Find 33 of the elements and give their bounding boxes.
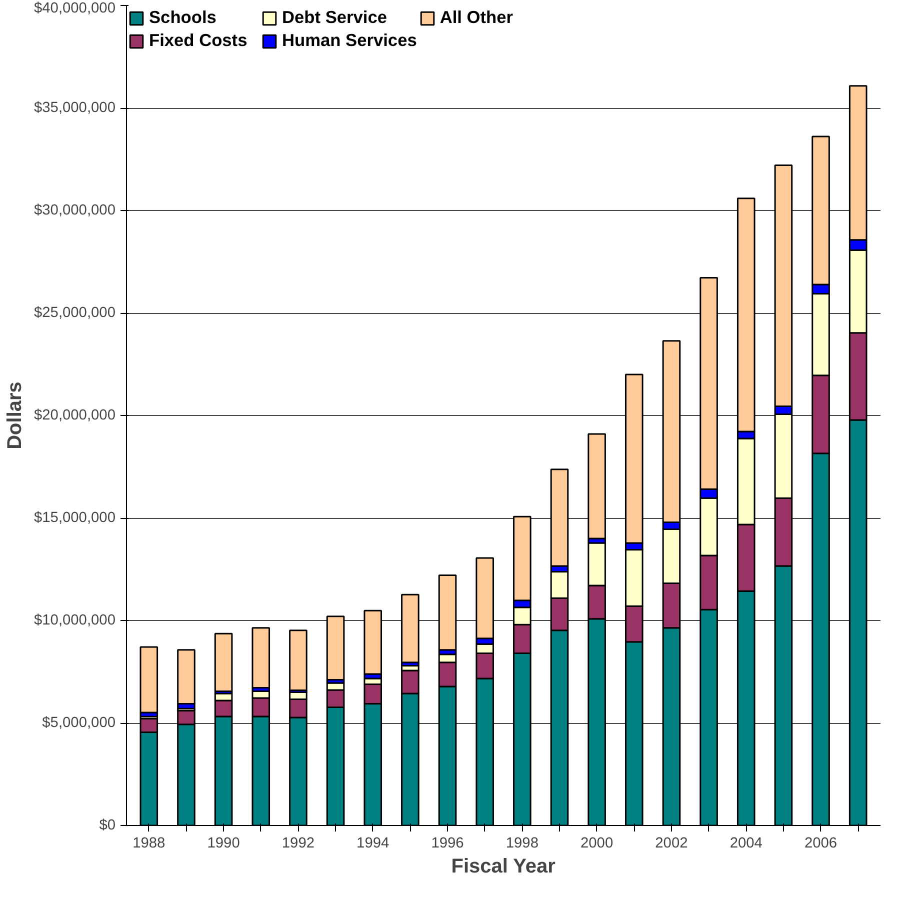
y-tick-label: $15,000,000: [34, 510, 116, 526]
x-tick-label: 2004: [730, 836, 762, 852]
bar: [214, 632, 233, 692]
bar: [401, 594, 420, 664]
bar: [326, 616, 345, 680]
x-axis-title: Fiscal Year: [451, 856, 556, 878]
x-tick-label: 1992: [282, 836, 315, 852]
legend-label: Schools: [149, 7, 218, 28]
legend-label: Fixed Costs: [149, 30, 248, 51]
y-tick-label: $20,000,000: [34, 408, 116, 424]
y-tick-label: $0: [99, 818, 116, 834]
bar: [289, 630, 308, 691]
legend-label: All Other: [440, 7, 514, 28]
bar: [252, 627, 270, 688]
y-tick-label: $40,000,000: [34, 0, 116, 16]
y-tick-label: $5,000,000: [42, 715, 116, 731]
x-tick-label: 2002: [655, 836, 688, 852]
bar: [438, 574, 457, 651]
bar: [140, 646, 158, 714]
x-tick-label: 2006: [804, 836, 838, 852]
legend-label: Human Services: [282, 30, 417, 51]
x-tick-label: 1998: [506, 836, 538, 852]
x-tick-label: 1988: [132, 836, 166, 852]
x-tick-label: 1990: [207, 836, 240, 852]
x-tick-label: 2000: [580, 836, 614, 852]
x-tick-label: 1994: [356, 836, 390, 852]
y-tick-label: $25,000,000: [34, 305, 116, 321]
y-tick-label: $35,000,000: [34, 100, 116, 116]
x-tick-label: 1996: [431, 836, 464, 852]
y-axis-title: Dollars: [4, 382, 26, 450]
y-tick-label: $30,000,000: [34, 202, 116, 218]
legend-label: Debt Service: [282, 7, 388, 28]
y-tick-label: $10,000,000: [34, 612, 116, 628]
